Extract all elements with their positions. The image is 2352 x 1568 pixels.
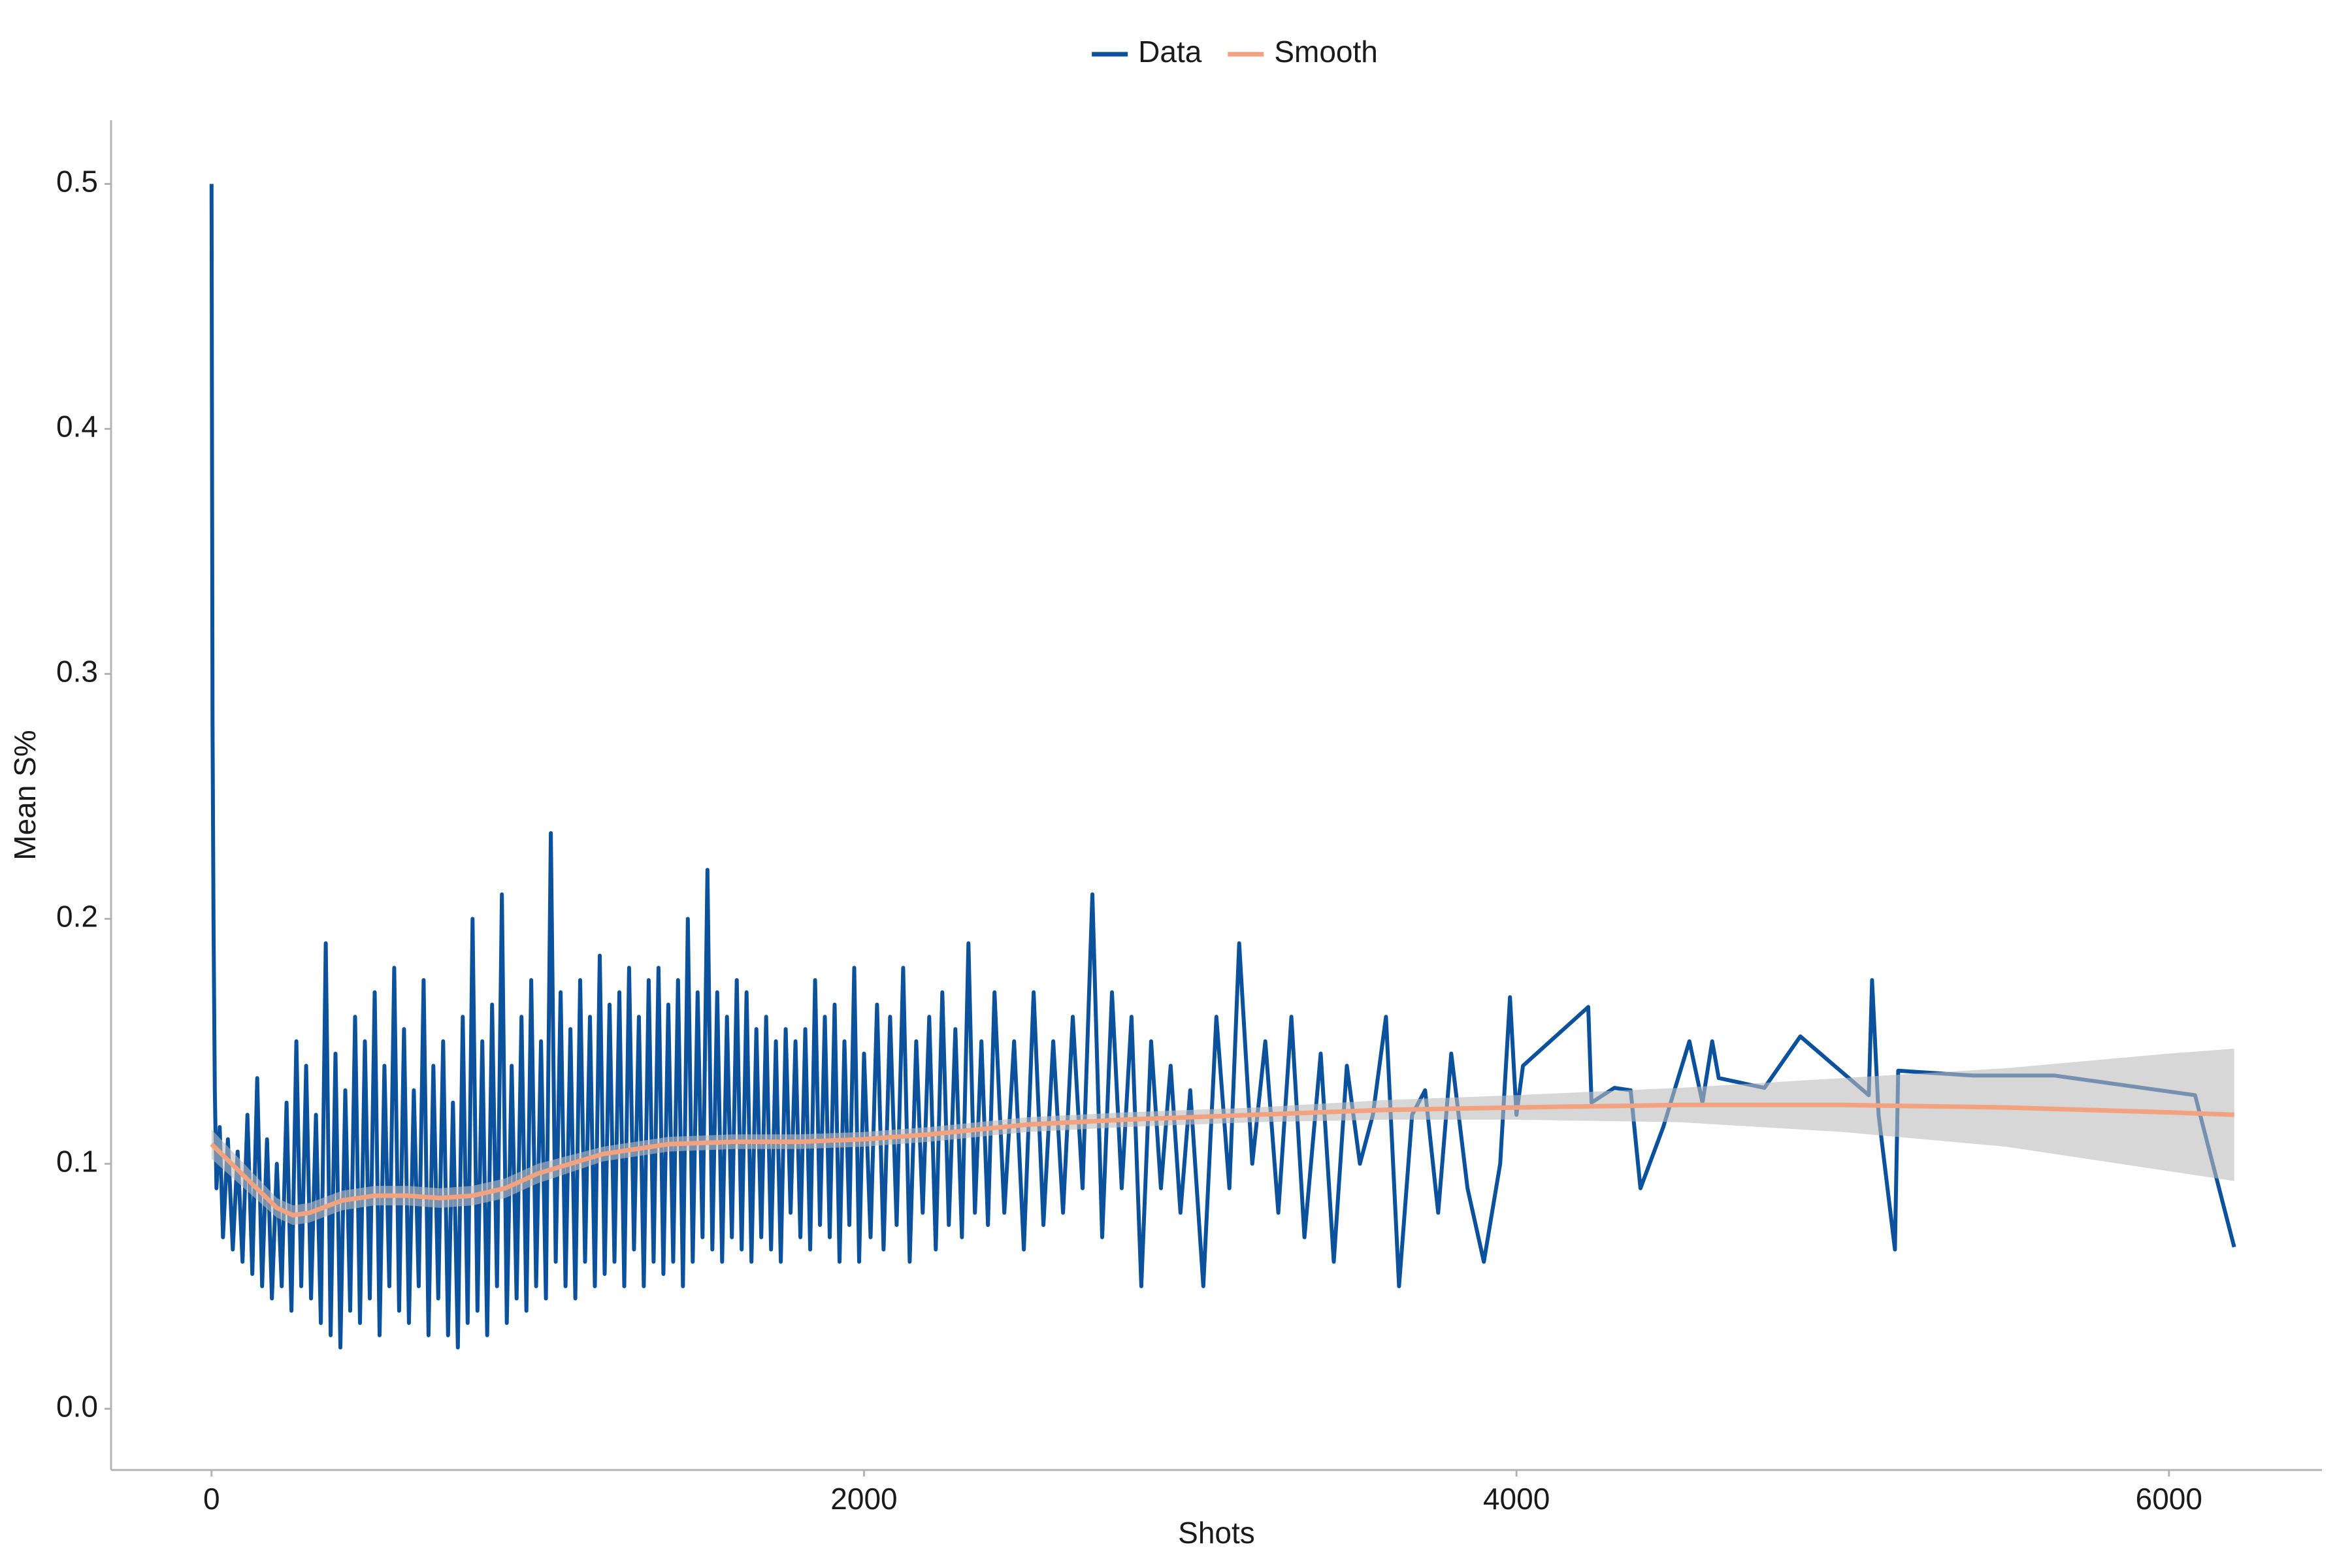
series-line <box>210 1102 2234 1218</box>
y-tick-label: 0.3 <box>56 655 98 689</box>
x-tick-label: 0 <box>203 1482 220 1516</box>
y-axis-title: Mean S% <box>8 730 42 860</box>
y-tick-label: 0.0 <box>56 1389 98 1423</box>
legend-label: Smooth <box>1274 35 1378 69</box>
y-tick-label: 0.2 <box>56 900 98 934</box>
confidence-band <box>211 1049 2234 1225</box>
x-tick-label: 6000 <box>2136 1482 2202 1516</box>
y-tick-label: 0.5 <box>56 165 98 199</box>
y-tick-label: 0.1 <box>56 1144 98 1178</box>
y-tick-label: 0.4 <box>56 410 98 444</box>
x-tick-label: 2000 <box>830 1482 897 1516</box>
x-tick-label: 4000 <box>1483 1482 1550 1516</box>
legend-label: Data <box>1138 35 1202 69</box>
x-axis-title: Shots <box>1178 1516 1255 1550</box>
